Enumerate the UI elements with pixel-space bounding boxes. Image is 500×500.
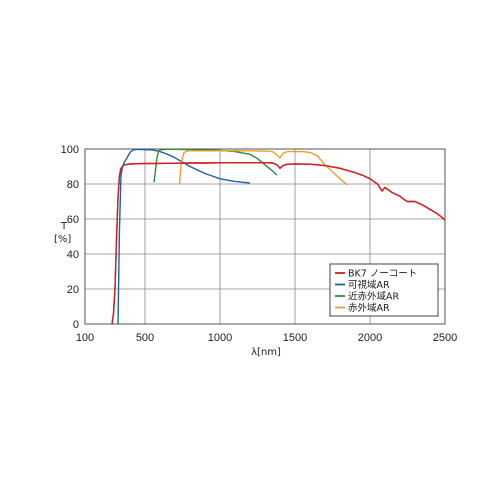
legend-label: 赤外域AR (348, 302, 390, 314)
series-line-0-overlay (111, 162, 446, 325)
x-tick-label: 2000 (358, 332, 382, 344)
y-tick-label: 0 (73, 319, 79, 331)
y-tick-label: 40 (67, 249, 79, 261)
series-line-3 (178, 150, 348, 186)
legend-label: BK7 ノーコート (348, 269, 417, 280)
x-tick-label: 500 (136, 332, 154, 344)
x-tick-label: 100 (76, 332, 94, 344)
legend-label: 可視域AR (348, 279, 390, 291)
tick-labels: 0 20 40 60 80 100 100 500 1000 1500 2000 2500 (61, 144, 458, 344)
y-tick-label: 20 (67, 284, 79, 296)
legend-label: 近赤外域AR (348, 291, 399, 303)
plot-frame (84, 148, 446, 325)
legend-box (329, 263, 439, 317)
y-axis-unit: [%] (54, 234, 71, 245)
x-tick-label: 2500 (433, 332, 457, 344)
x-tick-label: 1500 (283, 332, 307, 344)
x-tick-label: 1000 (208, 332, 232, 344)
series-line-2 (153, 148, 278, 183)
series-lines (111, 148, 446, 325)
y-tick-label: 100 (61, 144, 79, 156)
y-tick-label: 60 (67, 214, 79, 226)
x-axis-label: λ[nm] (251, 347, 281, 358)
y-tick-label: 80 (67, 179, 79, 191)
y-axis-label: T (60, 221, 68, 232)
